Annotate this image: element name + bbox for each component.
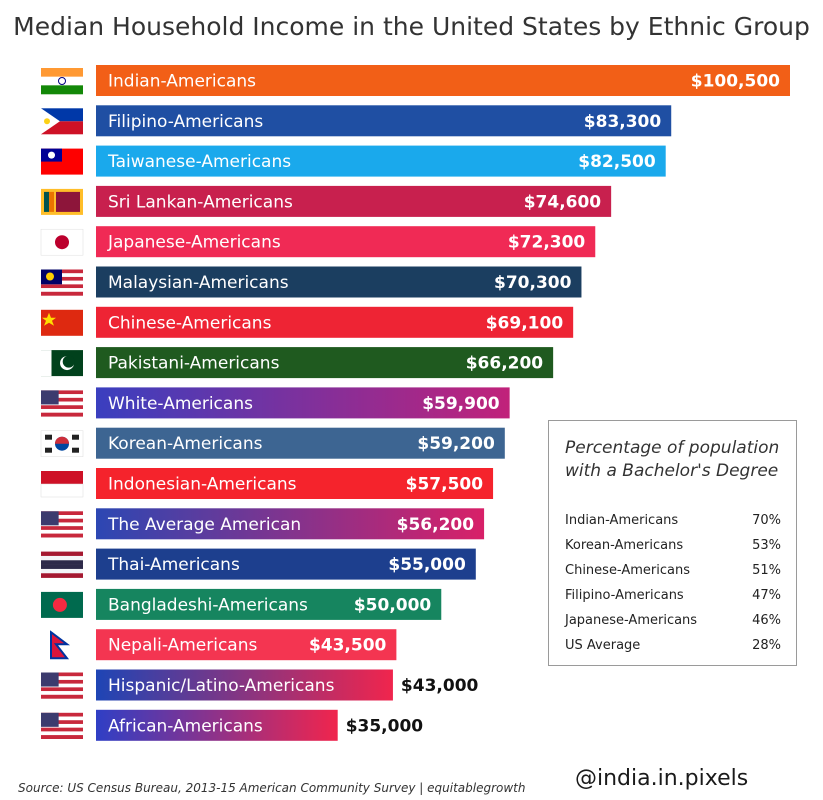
value-label: $72,300 [508, 233, 586, 253]
income-bar [96, 387, 510, 419]
legend-row-value: 53% [752, 538, 781, 553]
value-label: $70,300 [494, 273, 572, 293]
income-bar [96, 548, 476, 580]
pakistan-flag-icon [41, 350, 83, 377]
category-label: Sri Lankan-Americans [108, 192, 293, 212]
japan-flag-icon [40, 228, 84, 256]
value-label: $83,300 [584, 112, 662, 132]
category-label: African-Americans [108, 716, 263, 736]
category-label: Indonesian-Americans [108, 475, 297, 495]
value-label: $50,000 [354, 595, 432, 615]
income-bar [96, 709, 338, 741]
category-label: Filipino-Americans [108, 112, 263, 132]
value-label: $43,000 [401, 676, 479, 696]
usa-flag-icon [41, 511, 83, 538]
income-bar [96, 347, 554, 379]
legend-row-value: 28% [752, 638, 781, 653]
income-bar [96, 468, 494, 499]
value-label: $82,500 [578, 152, 656, 172]
income-bar [96, 185, 612, 217]
income-bar [96, 306, 574, 338]
legend-row-name: Korean-Americans [565, 538, 684, 553]
income-bar [96, 508, 485, 540]
category-label: Korean-Americans [108, 434, 263, 454]
category-label: White-Americans [108, 394, 253, 414]
chart-title: Median Household Income in the United St… [13, 12, 810, 41]
category-label: Taiwanese-Americans [107, 152, 291, 172]
usa-flag-icon [41, 712, 83, 739]
value-label: $59,900 [422, 394, 500, 414]
legend-row-name: Chinese-Americans [565, 563, 690, 578]
category-label: Hispanic/Latino-Americans [108, 676, 335, 696]
value-label: $57,500 [406, 475, 484, 495]
legend-row-value: 47% [752, 588, 781, 603]
bachelor-degree-legend: Percentage of population with a Bachelor… [548, 420, 797, 666]
value-label: $43,500 [309, 636, 387, 656]
income-bar [96, 427, 505, 459]
bangladesh-flag-icon [41, 591, 83, 618]
category-label: Chinese-Americans [108, 313, 272, 333]
value-label: $35,000 [346, 716, 424, 736]
category-label: The Average American [107, 515, 301, 535]
category-label: Malaysian-Americans [108, 273, 289, 293]
legend-row-value: 51% [752, 563, 781, 578]
value-label: $74,600 [524, 192, 602, 212]
bar-chart: Indian-Americans $100,500 Filipino-America… [40, 65, 790, 741]
income-bar [96, 65, 790, 96]
legend-title: Percentage of population with a Bachelor… [565, 438, 780, 481]
author-handle: @india.in.pixels [575, 766, 749, 791]
category-label: Bangladeshi-Americans [108, 595, 308, 615]
south-korea-flag-icon [40, 430, 84, 457]
value-label: $66,200 [466, 354, 544, 374]
legend-row-name: Filipino-Americans [565, 588, 684, 603]
sri-lanka-flag-icon [41, 188, 83, 215]
thailand-flag-icon [41, 551, 83, 578]
category-label: Indian-Americans [108, 72, 256, 92]
nepal-flag-icon [50, 630, 70, 660]
value-label: $55,000 [388, 555, 466, 575]
income-bar [96, 105, 672, 137]
usa-flag-icon [41, 390, 83, 417]
legend-row-name: Japanese-Americans [565, 613, 698, 628]
india-flag-icon [41, 68, 83, 95]
legend-row-name: US Average [565, 638, 641, 653]
value-label: $56,200 [397, 515, 475, 535]
value-label: $59,200 [417, 434, 495, 454]
china-flag-icon [41, 309, 83, 336]
taiwan-flag-icon [41, 148, 83, 175]
malaysia-flag-icon [41, 269, 83, 296]
income-bar [96, 266, 582, 298]
value-label: $100,500 [691, 72, 780, 92]
category-label: Pakistani-Americans [108, 354, 280, 374]
value-label: $69,100 [486, 313, 564, 333]
indonesia-flag-icon [40, 471, 84, 498]
income-bar [96, 588, 442, 620]
category-label: Thai-Americans [107, 555, 240, 575]
legend-row-value: 46% [752, 613, 781, 628]
usa-flag-icon [41, 672, 83, 699]
income-bar [96, 145, 666, 177]
income-bar [96, 629, 397, 661]
category-label: Japanese-Americans [107, 233, 281, 253]
legend-row-name: Indian-Americans [565, 513, 679, 528]
philippines-flag-icon [41, 108, 83, 135]
income-bar [96, 669, 393, 701]
income-bar [96, 226, 596, 258]
source-note: Source: US Census Bureau, 2013-15 Americ… [18, 781, 526, 795]
legend-row-value: 70% [752, 513, 781, 528]
category-label: Nepali-Americans [108, 636, 257, 656]
